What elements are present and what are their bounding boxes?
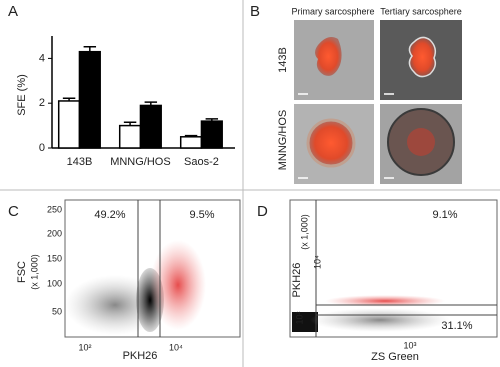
y-tick-label: 2	[39, 97, 45, 109]
x-axis-label: PKH26	[123, 350, 158, 362]
y-tick-label: 10²	[294, 311, 304, 324]
scale-bars	[298, 93, 394, 179]
y-tick-label: 150	[47, 253, 62, 263]
y-axis-label: FSC	[16, 261, 28, 283]
x-tick-label: MNNG/HOS	[110, 156, 171, 168]
row-label: 143B	[277, 47, 289, 73]
event-cloud	[150, 240, 206, 330]
y-tick-label: 4	[39, 52, 45, 64]
x-tick-label: 10²	[78, 342, 91, 352]
plot-frame	[289, 199, 498, 338]
panel-label: B	[250, 3, 260, 20]
x-tick-label: 143B	[67, 156, 93, 168]
column-label: Tertiary sarcosphere	[380, 6, 462, 16]
sphere-core	[407, 128, 435, 156]
bar	[179, 136, 203, 149]
y-tick-label: 250	[47, 204, 62, 214]
event-cloud	[325, 295, 445, 307]
y-tick-label: 200	[47, 228, 62, 238]
event-cloud	[292, 312, 318, 332]
y-tick-label: 100	[47, 278, 62, 288]
panel-d: D PKH26 (x 1,000) 10⁴ 10² 10³ ZS Green 9…	[257, 199, 498, 363]
y-tick-label: 50	[52, 306, 62, 316]
sphere	[306, 118, 356, 168]
y-axis-label: SFE (%)	[16, 74, 28, 116]
x-axis-label: ZS Green	[371, 351, 419, 363]
gate-percent: 49.2%	[94, 209, 125, 221]
panel-label: A	[8, 3, 18, 20]
gate-percent: 9.5%	[189, 209, 214, 221]
sphere	[315, 37, 342, 76]
panel-label: C	[8, 203, 19, 220]
y-tick-label: 10⁴	[312, 255, 322, 269]
error-bar	[83, 46, 97, 52]
y-axis-label: PKH26	[291, 263, 303, 298]
x-tick-label: 10⁴	[169, 342, 183, 352]
x-tick-label: Saos-2	[184, 156, 219, 168]
bar	[118, 124, 142, 149]
event-cloud	[310, 308, 450, 332]
bar	[78, 50, 101, 149]
column-label: Primary sarcosphere	[291, 6, 374, 16]
y-axis-unit: (x 1,000)	[29, 254, 39, 290]
panel-b: B Primary sarcosphere Tertiary sarcosphe…	[250, 3, 462, 184]
x-tick-label: 10³	[403, 340, 416, 350]
sphere	[408, 36, 437, 78]
plot-frame	[64, 199, 241, 338]
gate-percent: 31.1%	[441, 320, 472, 332]
bar	[200, 120, 223, 149]
row-label: MNNG/HOS	[277, 110, 289, 171]
bar	[57, 100, 81, 149]
panel-c: C FSC (x 1,000) 250 200 150 100 50 10² 1…	[8, 199, 241, 362]
panel-a: A SFE (%) 0 2 4 143B MNNG/HOS Saos-2	[8, 3, 235, 168]
panel-label: D	[257, 203, 268, 220]
y-tick-label: 0	[39, 142, 45, 154]
gate-percent: 9.1%	[432, 209, 457, 221]
bar	[139, 104, 162, 149]
y-axis-unit: (x 1,000)	[299, 214, 309, 250]
